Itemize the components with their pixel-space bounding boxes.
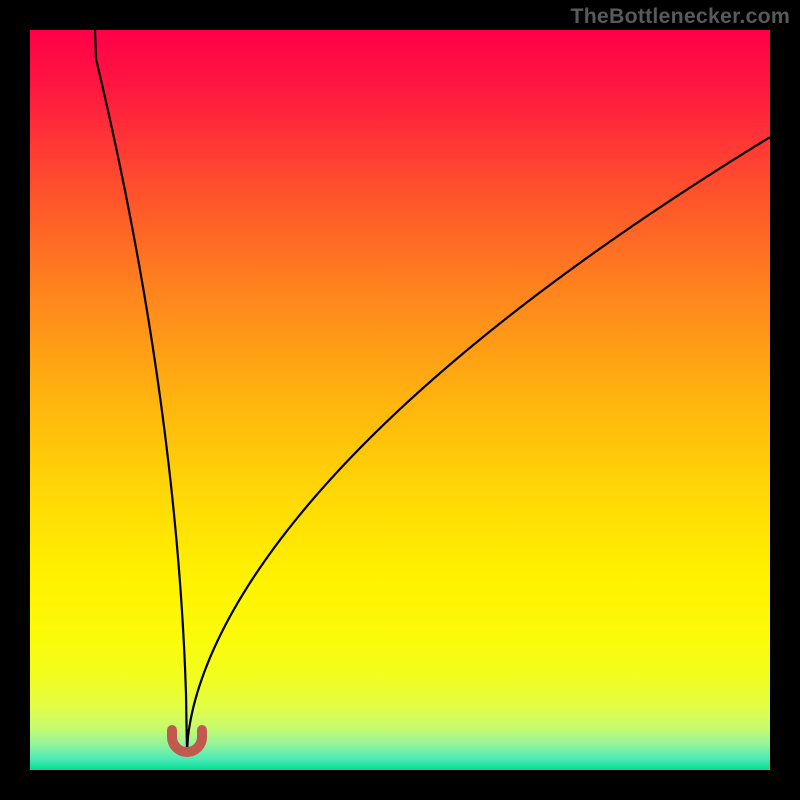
bottleneck-chart [0,0,800,800]
chart-frame: TheBottlenecker.com [0,0,800,800]
gradient-background [30,30,770,770]
watermark-text: TheBottlenecker.com [570,4,790,29]
